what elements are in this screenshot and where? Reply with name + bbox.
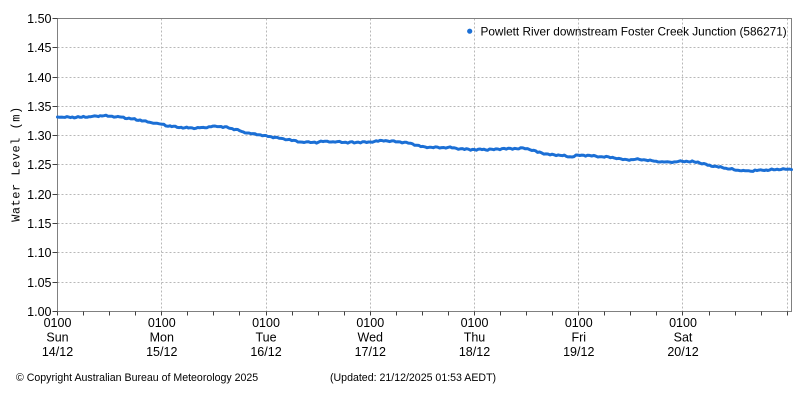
- svg-text:1.30: 1.30: [27, 129, 51, 143]
- svg-text:0100: 0100: [148, 316, 176, 330]
- svg-text:Thu: Thu: [464, 331, 486, 345]
- svg-text:Powlett River downstream Foste: Powlett River downstream Foster Creek Ju…: [481, 24, 787, 38]
- svg-text:Tue: Tue: [255, 331, 276, 345]
- svg-text:18/12: 18/12: [459, 345, 490, 359]
- svg-text:Fri: Fri: [571, 331, 586, 345]
- svg-text:1.15: 1.15: [27, 217, 51, 231]
- svg-text:1.25: 1.25: [27, 158, 51, 172]
- svg-text:Water Level (m): Water Level (m): [10, 106, 24, 222]
- svg-text:0100: 0100: [565, 316, 593, 330]
- svg-text:0100: 0100: [461, 316, 489, 330]
- svg-text:16/12: 16/12: [250, 345, 281, 359]
- svg-text:14/12: 14/12: [42, 345, 73, 359]
- svg-text:0100: 0100: [252, 316, 280, 330]
- svg-text:© Copyright Australian Bureau: © Copyright Australian Bureau of Meteoro…: [16, 372, 258, 384]
- svg-text:1.05: 1.05: [27, 276, 51, 290]
- svg-text:19/12: 19/12: [563, 345, 594, 359]
- svg-text:1.50: 1.50: [27, 12, 51, 26]
- svg-text:(Updated: 21/12/2025 01:53 AED: (Updated: 21/12/2025 01:53 AEDT): [330, 372, 496, 384]
- svg-text:20/12: 20/12: [667, 345, 698, 359]
- svg-text:1.00: 1.00: [27, 305, 51, 319]
- svg-text:Wed: Wed: [358, 331, 384, 345]
- svg-text:0100: 0100: [356, 316, 384, 330]
- svg-text:1.45: 1.45: [27, 41, 51, 55]
- svg-text:1.20: 1.20: [27, 188, 51, 202]
- svg-text:Sun: Sun: [46, 331, 68, 345]
- svg-text:0100: 0100: [669, 316, 697, 330]
- svg-text:Sat: Sat: [674, 331, 693, 345]
- svg-text:1.10: 1.10: [27, 246, 51, 260]
- svg-text:15/12: 15/12: [146, 345, 177, 359]
- svg-text:1.35: 1.35: [27, 100, 51, 114]
- svg-text:0100: 0100: [44, 316, 72, 330]
- svg-text:17/12: 17/12: [355, 345, 386, 359]
- svg-text:1.40: 1.40: [27, 71, 51, 85]
- svg-text:Mon: Mon: [150, 331, 174, 345]
